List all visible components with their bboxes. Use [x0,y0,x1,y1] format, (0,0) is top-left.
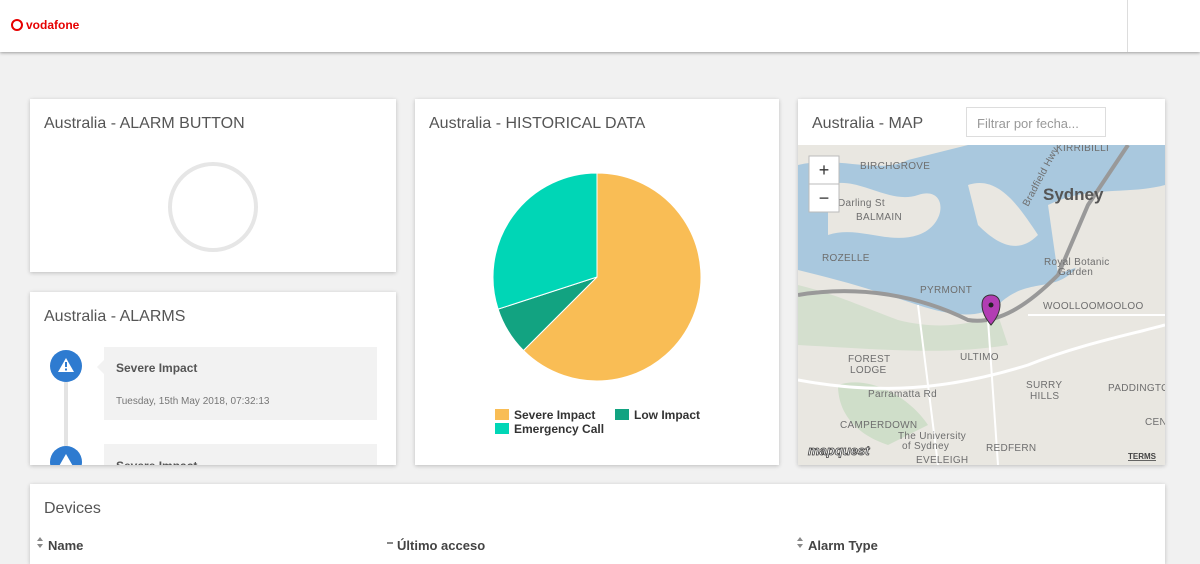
map-label: WOOLLOOMOOLOO [1043,301,1144,312]
legend-label: Severe Impact [514,408,595,422]
alarm-type: Severe Impact [116,361,197,375]
alarm-type: Severe Impact [116,459,197,465]
alarm-button[interactable] [30,99,396,272]
map-label: FOREST [848,354,890,365]
map-label: PYRMONT [920,285,972,296]
devices-header: Name Último acceso Alarm Type [37,537,878,553]
map-label: CEN [1145,417,1165,428]
devices-card: Devices Name Último acceso Alarm Type [30,484,1165,564]
map-card: Australia - MAP Filtrar por fecha... KIR… [798,99,1165,465]
pie-slice [492,172,598,310]
map-label: of Sydney [902,441,949,452]
map-label: The University [898,431,966,442]
map-label: SURRY [1026,380,1062,391]
map-label: ROZELLE [822,253,870,264]
legend-label: Emergency Call [514,422,604,436]
card-title: Australia - HISTORICAL DATA [429,115,646,132]
map-label: BIRCHGROVE [860,161,930,172]
map-label: PADDINGTON [1108,383,1165,394]
zoom-out[interactable]: − [808,183,840,213]
map-label: Royal Botanic [1044,257,1110,268]
legend-label: Low Impact [634,408,700,422]
legend-swatch [495,409,509,420]
map-label: CAMPERDOWN [840,420,917,431]
logo-text: vodafone [26,18,80,32]
historical-card: Australia - HISTORICAL DATA Severe Impac… [415,99,779,465]
map-label: KIRRIBILLI [1056,145,1109,154]
pie-slice [522,172,702,382]
map-label: Garden [1058,267,1093,278]
map-label: LODGE [850,365,887,376]
column-header[interactable]: Name [48,538,83,553]
alarm-date: Tuesday, 15th May 2018, 07:32:13 [116,396,270,407]
map-label: Darling St [838,198,885,209]
map-label: REDFERN [986,443,1036,454]
card-title: Devices [44,500,101,517]
alarms-card: Australia - ALARMS Severe Impact Tuesday… [30,292,396,465]
map-label: ULTIMO [960,352,999,363]
alarm-button-card: Australia - ALARM BUTTON [30,99,396,272]
attribution: mapquest [808,443,870,458]
legend-swatch [615,409,629,420]
column-header[interactable]: Último acceso [397,538,485,553]
terms[interactable]: TERMS [1128,452,1157,461]
map-label: EVELEIGH [916,455,968,465]
map-label: BALMAIN [856,212,902,223]
map[interactable]: KIRRIBILLI BIRCHGROVE Sydney Darling St … [798,145,1165,465]
card-title: Australia - ALARM BUTTON [44,115,245,132]
card-title: Australia - MAP [812,115,924,132]
map-label: Parramatta Rd [868,389,937,400]
date-filter[interactable]: Filtrar por fecha... [966,107,1106,137]
divider [1127,0,1128,52]
map-label: Sydney [1043,185,1104,204]
zoom-out-label: − [819,188,830,208]
pie-chart: Severe Impact Low Impact Emergency Call [492,172,702,436]
header: vodafone [0,0,1200,52]
column-header[interactable]: Alarm Type [808,538,878,553]
logo[interactable]: vodafone [8,0,98,52]
legend-swatch [495,423,509,434]
zoom-in-label: + [819,160,830,180]
zoom-in[interactable]: + [808,155,840,185]
map-label: HILLS [1030,391,1059,402]
timeline: Severe Impact Tuesday, 15th May 2018, 07… [50,347,377,465]
card-title: Australia - ALARMS [44,308,186,325]
